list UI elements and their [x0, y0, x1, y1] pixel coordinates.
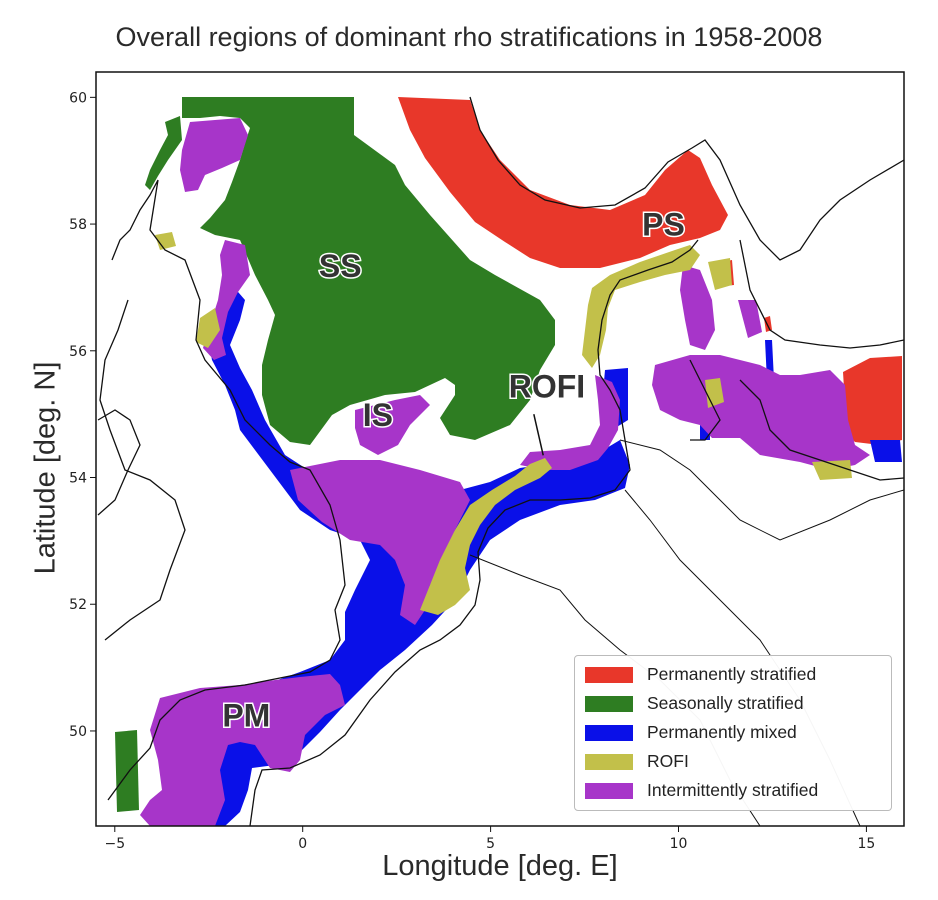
legend-label: Permanently stratified — [647, 664, 817, 684]
region-label-pm: PM — [222, 698, 270, 734]
x-tick-label: 5 — [486, 836, 495, 852]
region-intermittently-stratified — [520, 375, 620, 470]
y-tick-label: 56 — [69, 344, 87, 360]
x-axis-label: Longitude [deg. E] — [382, 850, 618, 882]
axis-ticks: −5 0 5 10 15 50 52 54 56 58 60 — [69, 90, 875, 852]
region-intermittently-stratified — [680, 265, 762, 350]
legend-label: ROFI — [647, 751, 689, 771]
coastline-norway — [469, 96, 904, 261]
region-label-ss: SS — [319, 248, 362, 284]
legend-item: Intermittently stratified — [585, 776, 891, 805]
x-tick-label: 10 — [670, 836, 688, 852]
coastline-continent — [249, 239, 699, 826]
x-tick-label: 0 — [298, 836, 307, 852]
rofi-pointer-line — [533, 413, 544, 456]
legend-item: Seasonally stratified — [585, 689, 891, 718]
region-seasonally-stratified — [182, 97, 555, 445]
coastline-great-britain — [99, 179, 346, 801]
y-tick-label: 54 — [69, 471, 87, 487]
country-borders — [469, 439, 904, 826]
region-intermittently-stratified — [652, 355, 870, 470]
legend-swatch — [585, 724, 633, 741]
legend-item: ROFI — [585, 747, 891, 776]
legend-label: Intermittently stratified — [647, 780, 819, 800]
region-permanently-stratified — [842, 356, 902, 445]
region-intermittently-stratified — [180, 118, 248, 192]
region-seasonally-stratified — [115, 730, 139, 812]
legend-swatch — [585, 753, 633, 770]
x-tick-label: −5 — [104, 836, 125, 852]
region-rofi — [420, 458, 552, 615]
legend: Permanently stratified Seasonally stratif… — [574, 655, 892, 811]
region-label-is: IS — [363, 397, 393, 433]
legend-label: Permanently mixed — [647, 722, 797, 742]
region-label-ps: PS — [642, 207, 685, 243]
y-tick-label: 60 — [69, 90, 87, 106]
region-rofi — [582, 245, 700, 368]
region-intermittently-stratified — [290, 460, 470, 625]
legend-swatch — [585, 782, 633, 799]
region-seasonally-stratified — [145, 100, 200, 190]
plot-frame — [95, 71, 905, 827]
region-permanently-stratified — [398, 97, 728, 268]
coastline-sweden-denmark — [689, 239, 904, 481]
region-intermittently-stratified — [355, 395, 430, 455]
y-tick-label: 58 — [69, 217, 87, 233]
region-intermittently-stratified — [140, 674, 345, 826]
legend-item: Permanently mixed — [585, 718, 891, 747]
y-tick-label: 52 — [69, 597, 87, 613]
coastline-ireland — [97, 409, 141, 516]
legend-swatch — [585, 666, 633, 683]
region-label-rofi: ROFI — [509, 368, 585, 404]
y-tick-label: 50 — [69, 724, 87, 740]
region-labels: PS SS IS ROFI PM — [221, 205, 686, 735]
legend-label: Seasonally stratified — [647, 693, 804, 713]
legend-item: Permanently stratified — [585, 660, 891, 689]
map-title: Overall regions of dominant rho stratifi… — [115, 22, 823, 52]
legend-swatch — [585, 695, 633, 712]
x-tick-label: 15 — [858, 836, 876, 852]
